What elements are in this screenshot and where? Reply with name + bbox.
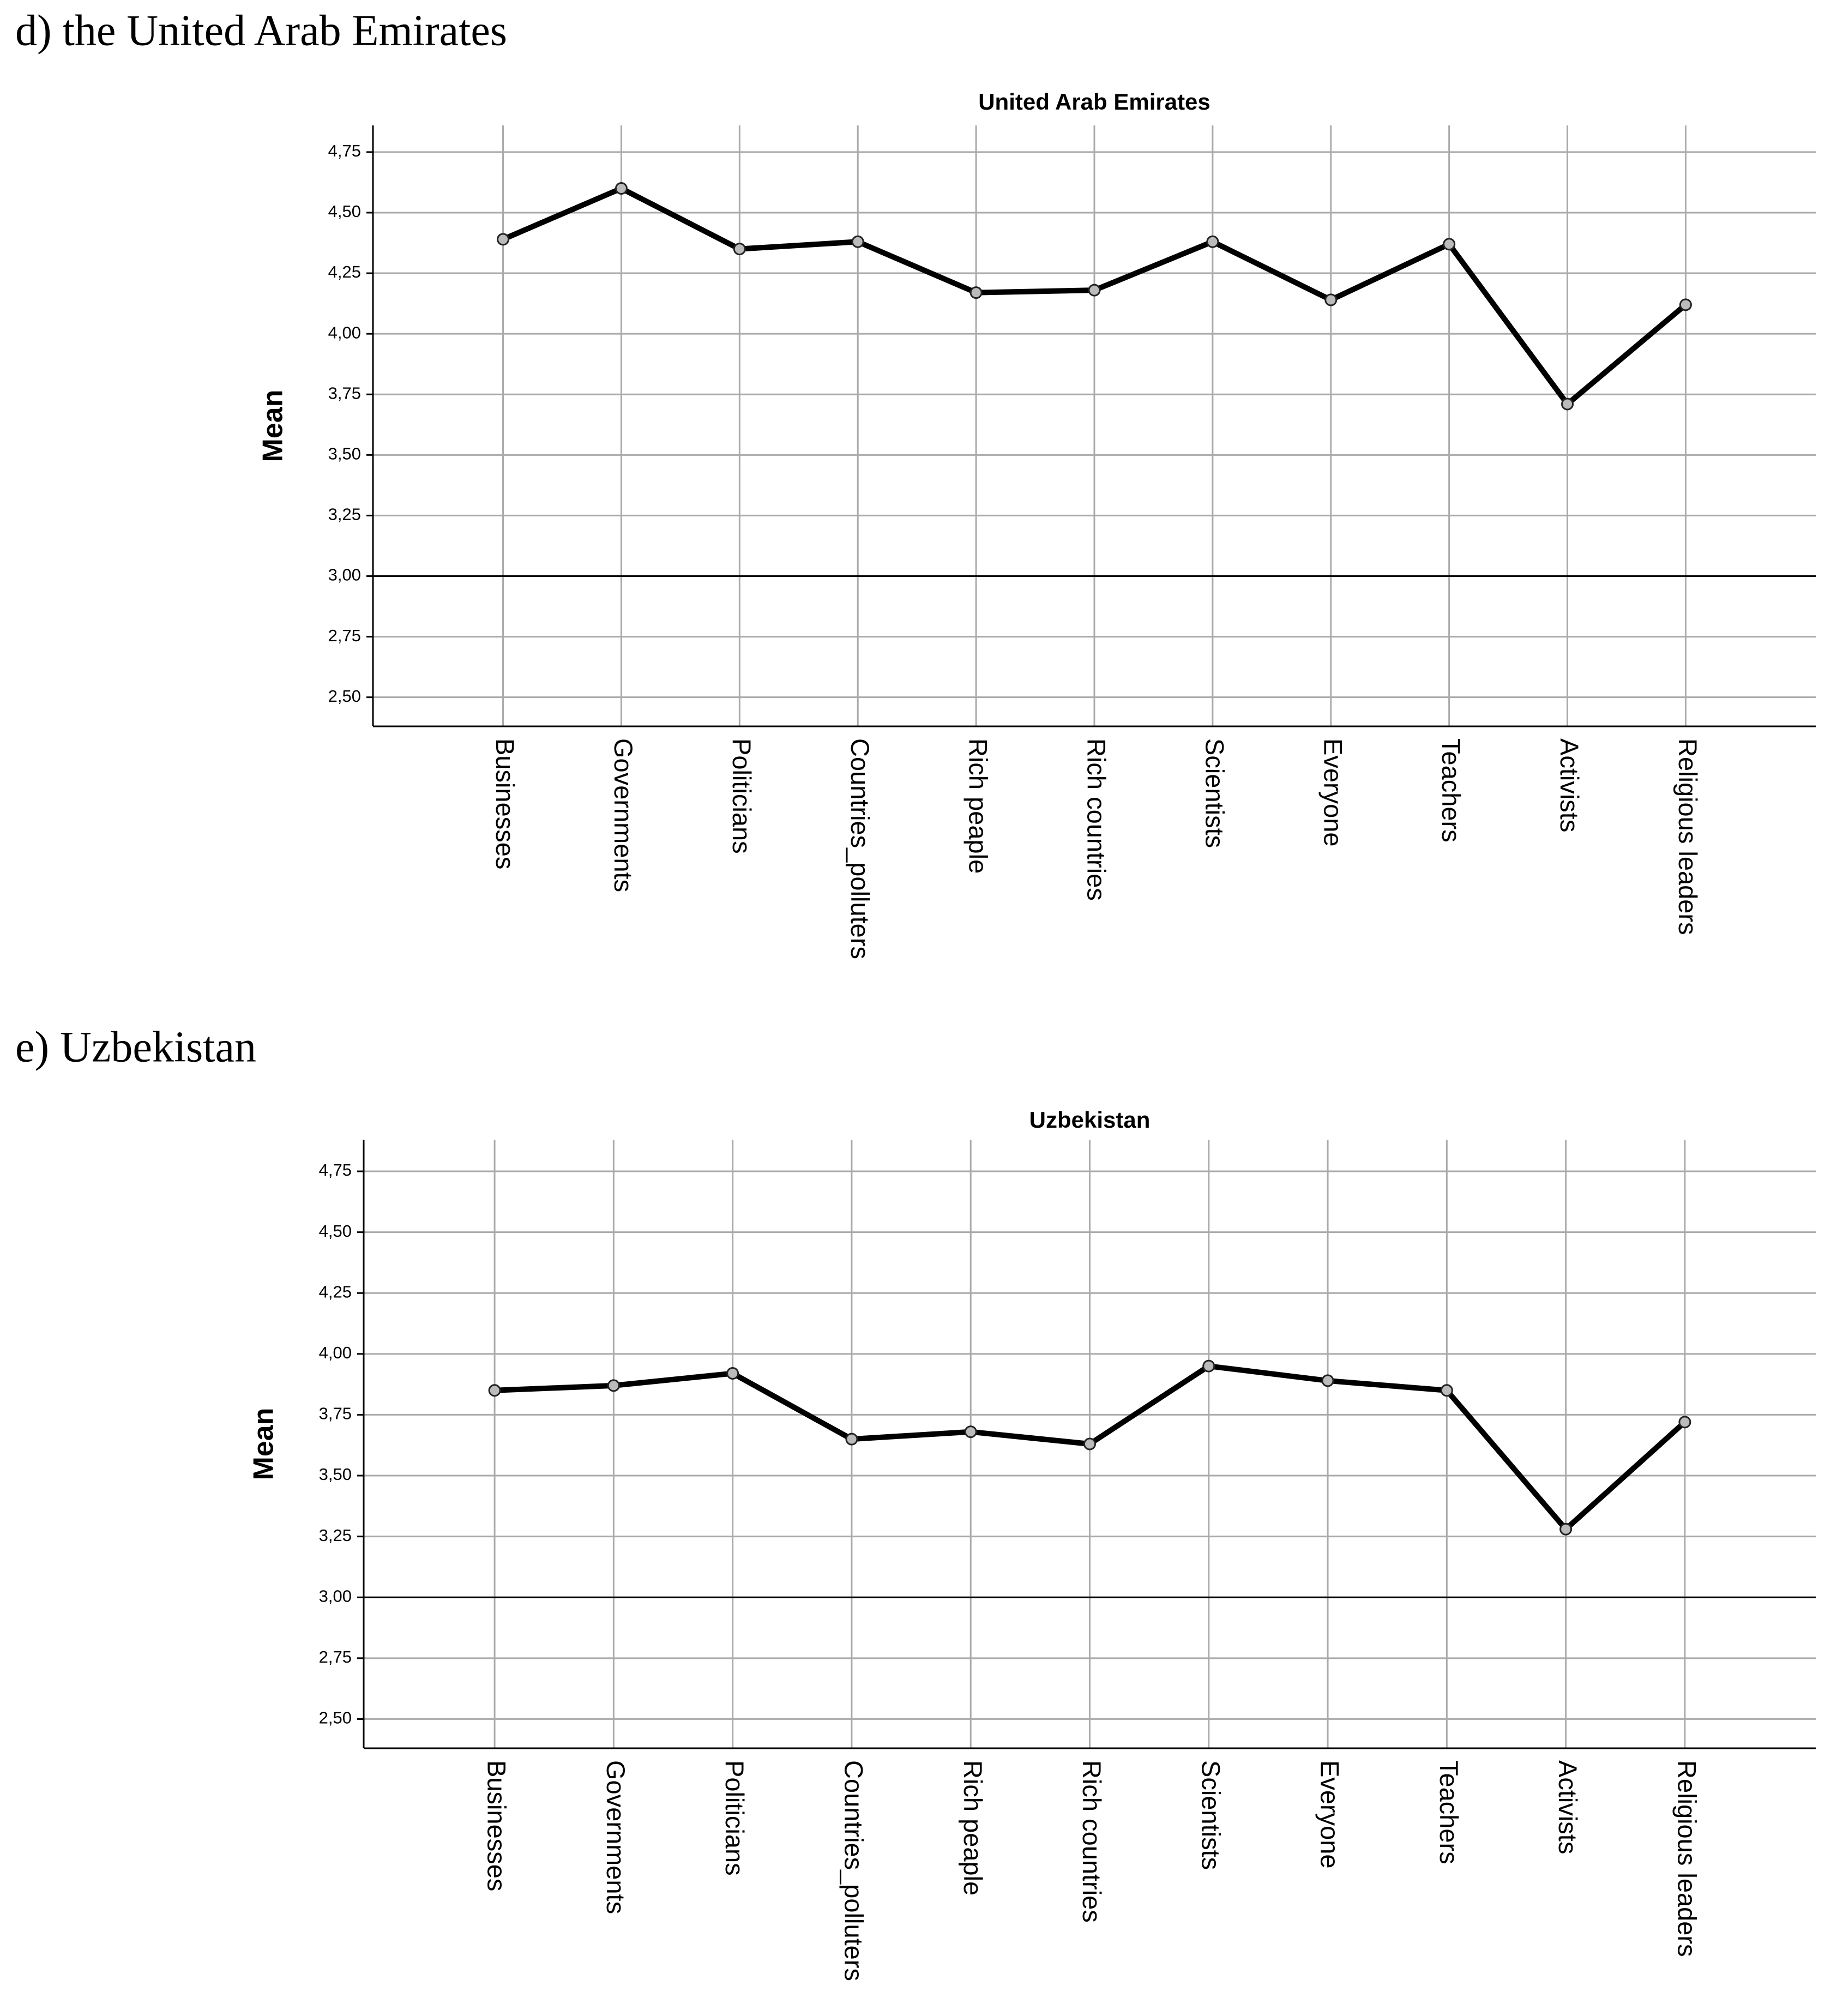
y-tick-label: 4,50 — [328, 202, 361, 221]
x-tick-label: Activists — [1555, 738, 1584, 832]
data-point — [1324, 293, 1338, 306]
data-point — [488, 1384, 501, 1397]
data-point — [1206, 235, 1219, 248]
y-tick-label: 4,00 — [328, 323, 361, 342]
x-tick-label: Teachers — [1437, 738, 1466, 842]
y-tick-label: 4,25 — [319, 1282, 352, 1301]
y-tick-label: 3,25 — [319, 1526, 352, 1545]
x-tick-label: Scientists — [1200, 738, 1229, 848]
data-point — [969, 286, 983, 299]
y-tick-label: 3,25 — [328, 505, 361, 524]
y-tick-label: 2,75 — [328, 626, 361, 645]
x-tick-label: Politicians — [720, 1760, 749, 1876]
data-point — [845, 1433, 858, 1446]
data-point — [1202, 1359, 1215, 1373]
data-point — [1440, 1384, 1453, 1397]
y-tick-label: 3,50 — [328, 444, 361, 464]
y-tick-label: 4,25 — [328, 262, 361, 281]
data-point — [497, 233, 510, 246]
y-tick-label: 2,50 — [328, 687, 361, 706]
data-point — [1561, 398, 1574, 411]
x-tick-label: Everyone — [1318, 738, 1347, 847]
y-tick-label: 3,00 — [319, 1586, 352, 1605]
x-tick-label: Everyone — [1316, 1760, 1345, 1869]
x-tick-label: Rich peaple — [959, 1760, 987, 1895]
x-tick-label: Religious leaders — [1672, 1760, 1701, 1957]
data-point — [1679, 298, 1692, 311]
y-tick-label: 2,50 — [319, 1708, 352, 1728]
chart-title: United Arab Emirates — [978, 89, 1210, 115]
x-tick-label: Governments — [609, 738, 638, 892]
y-tick-label: 3,50 — [319, 1465, 352, 1484]
data-point — [1678, 1416, 1691, 1429]
x-tick-label: Countries_polluters — [840, 1760, 869, 1981]
y-tick-label: 3,75 — [328, 383, 361, 402]
x-tick-label: Politicians — [727, 738, 756, 854]
x-tick-label: Rich peaple — [964, 738, 993, 874]
x-tick-label: Activists — [1553, 1760, 1582, 1854]
data-point — [1559, 1522, 1573, 1536]
x-tick-label: Countries_polluters — [846, 738, 875, 959]
y-tick-label: 4,75 — [328, 141, 361, 160]
x-tick-label: Religious leaders — [1673, 738, 1702, 935]
data-point — [615, 182, 628, 195]
y-axis-label: Mean — [257, 390, 289, 462]
x-tick-label: Businesses — [483, 1760, 511, 1891]
y-tick-label: 2,75 — [319, 1647, 352, 1666]
data-point — [1321, 1374, 1334, 1387]
data-point — [607, 1379, 620, 1392]
section-heading: e) Uzbekistan — [15, 1023, 256, 1071]
x-tick-label: Governments — [601, 1760, 630, 1914]
y-tick-label: 4,75 — [319, 1160, 352, 1179]
data-point — [733, 243, 746, 256]
x-tick-label: Businesses — [491, 738, 520, 869]
x-tick-label: Rich countries — [1077, 1760, 1106, 1923]
data-point — [964, 1425, 977, 1439]
y-axis-label: Mean — [248, 1408, 280, 1481]
data-point — [1083, 1437, 1096, 1451]
y-tick-label: 3,75 — [319, 1404, 352, 1423]
y-tick-label: 3,00 — [328, 565, 361, 585]
data-point — [1088, 284, 1101, 297]
data-point — [1443, 238, 1456, 251]
data-point — [726, 1367, 739, 1380]
chart-title: Uzbekistan — [1029, 1107, 1151, 1133]
x-tick-label: Rich countries — [1082, 738, 1111, 901]
y-tick-label: 4,00 — [319, 1343, 352, 1362]
section-heading: d) the United Arab Emirates — [15, 7, 507, 55]
x-tick-label: Teachers — [1435, 1760, 1463, 1864]
y-tick-label: 4,50 — [319, 1221, 352, 1241]
data-point — [851, 235, 864, 248]
x-tick-label: Scientists — [1196, 1760, 1225, 1870]
